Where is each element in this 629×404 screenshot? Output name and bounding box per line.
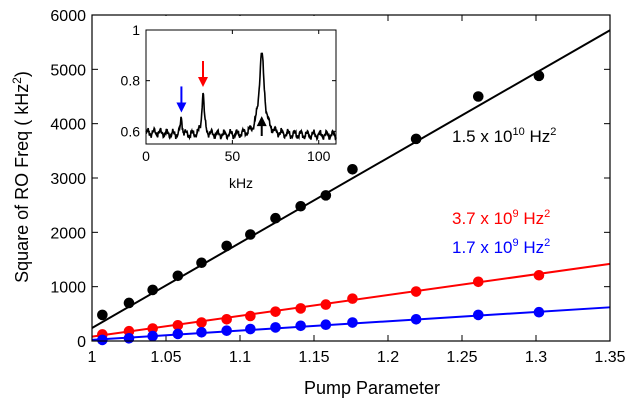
data-point-black [320, 190, 332, 201]
inset-chart: 0 50 100 0.6 0.8 1 kHz [108, 16, 346, 191]
data-point-red [270, 306, 281, 317]
x-tick-label: 1.15 [298, 349, 329, 366]
data-point-red [347, 293, 358, 304]
main-tick-labels: 1 1.05 1.1 1.15 1.2 1.25 1.3 1.3501000200030004… [50, 8, 625, 366]
data-point-black [295, 200, 306, 212]
inset-spectrum-trace [145, 52, 337, 142]
y-tick-label: 0 [77, 334, 86, 351]
inset-y-tick-label: 0.6 [121, 123, 141, 139]
data-point-red [533, 269, 545, 281]
data-point-black [196, 257, 207, 269]
inset-arrows [176, 61, 267, 136]
y-tick-label: 3000 [50, 171, 86, 188]
inset-y-tick-label: 1 [132, 22, 140, 38]
data-point-black [97, 309, 108, 321]
data-point-red [221, 313, 232, 325]
data-point-blue [472, 309, 484, 321]
data-point-red [147, 323, 158, 334]
arrow-blue-head [176, 102, 187, 113]
data-point-red [295, 303, 306, 314]
inset-x-tick-label: 0 [142, 148, 150, 164]
data-point-black [172, 270, 184, 282]
y-tick-label: 5000 [50, 62, 86, 79]
inset-plot-frame [145, 29, 337, 145]
data-point-red [472, 276, 484, 288]
x-tick-label: 1.05 [150, 349, 181, 366]
inset-tick-labels: 0 50 100 0.6 0.8 1 [121, 22, 331, 164]
inset-x-tick-label: 50 [225, 148, 241, 164]
data-point-black [245, 229, 256, 240]
y-tick-label: 1000 [50, 280, 86, 297]
data-point-red [245, 310, 256, 322]
data-point-blue [270, 322, 281, 333]
data-point-black [533, 70, 545, 82]
data-point-blue [347, 317, 358, 328]
x-tick-label: 1 [88, 349, 97, 366]
data-point-red [196, 317, 207, 328]
data-point-red [172, 319, 184, 331]
data-point-black [410, 133, 422, 145]
inset-x-tick-label: 100 [307, 148, 331, 164]
data-point-red [320, 299, 332, 310]
x-tick-label: 1.35 [594, 349, 625, 366]
data-point-blue [320, 319, 332, 331]
y-tick-label: 4000 [50, 117, 86, 134]
data-point-blue [410, 313, 422, 325]
annotation-red: 3.7 x 109 Hz2 [452, 208, 550, 228]
annotation-black: 1.5 x 1010 Hz2 [452, 126, 556, 146]
data-point-blue [295, 320, 306, 332]
y-tick-label: 2000 [50, 225, 86, 242]
inset-background [108, 16, 346, 176]
x-axis-label: Pump Parameter [304, 378, 440, 398]
fit-annotations: 1.5 x 1010 Hz2 3.7 x 109 Hz2 1.7 x 109 H… [452, 126, 556, 257]
data-point-black [123, 297, 135, 309]
data-point-black [472, 91, 484, 102]
x-tick-label: 1.25 [446, 349, 477, 366]
data-point-blue [123, 332, 135, 344]
arrow-black-head [256, 116, 267, 127]
x-tick-label: 1.2 [377, 349, 399, 366]
data-point-black [221, 240, 232, 252]
data-point-blue [196, 327, 207, 338]
annotation-blue: 1.7 x 109 Hz2 [452, 237, 550, 257]
data-point-blue [97, 334, 108, 346]
data-point-blue [533, 306, 545, 318]
data-point-blue [147, 330, 158, 342]
data-point-blue [172, 328, 184, 340]
arrow-red-head [198, 77, 208, 88]
data-point-red [410, 286, 422, 297]
x-tick-label: 1.1 [229, 349, 251, 366]
inset-x-axis-label: kHz [229, 175, 253, 191]
main-plot-frame [91, 14, 611, 342]
data-point-black [270, 212, 281, 224]
y-axis-label: Square of RO Freq ( kHz2) [10, 71, 32, 283]
x-tick-label: 1.3 [525, 349, 547, 366]
y-tick-label: 6000 [50, 8, 86, 25]
data-point-black [347, 164, 358, 175]
inset-y-tick-label: 0.8 [121, 73, 141, 89]
data-point-black [147, 284, 158, 296]
data-point-blue [221, 325, 232, 336]
data-point-blue [245, 323, 256, 335]
data-points [97, 70, 545, 346]
